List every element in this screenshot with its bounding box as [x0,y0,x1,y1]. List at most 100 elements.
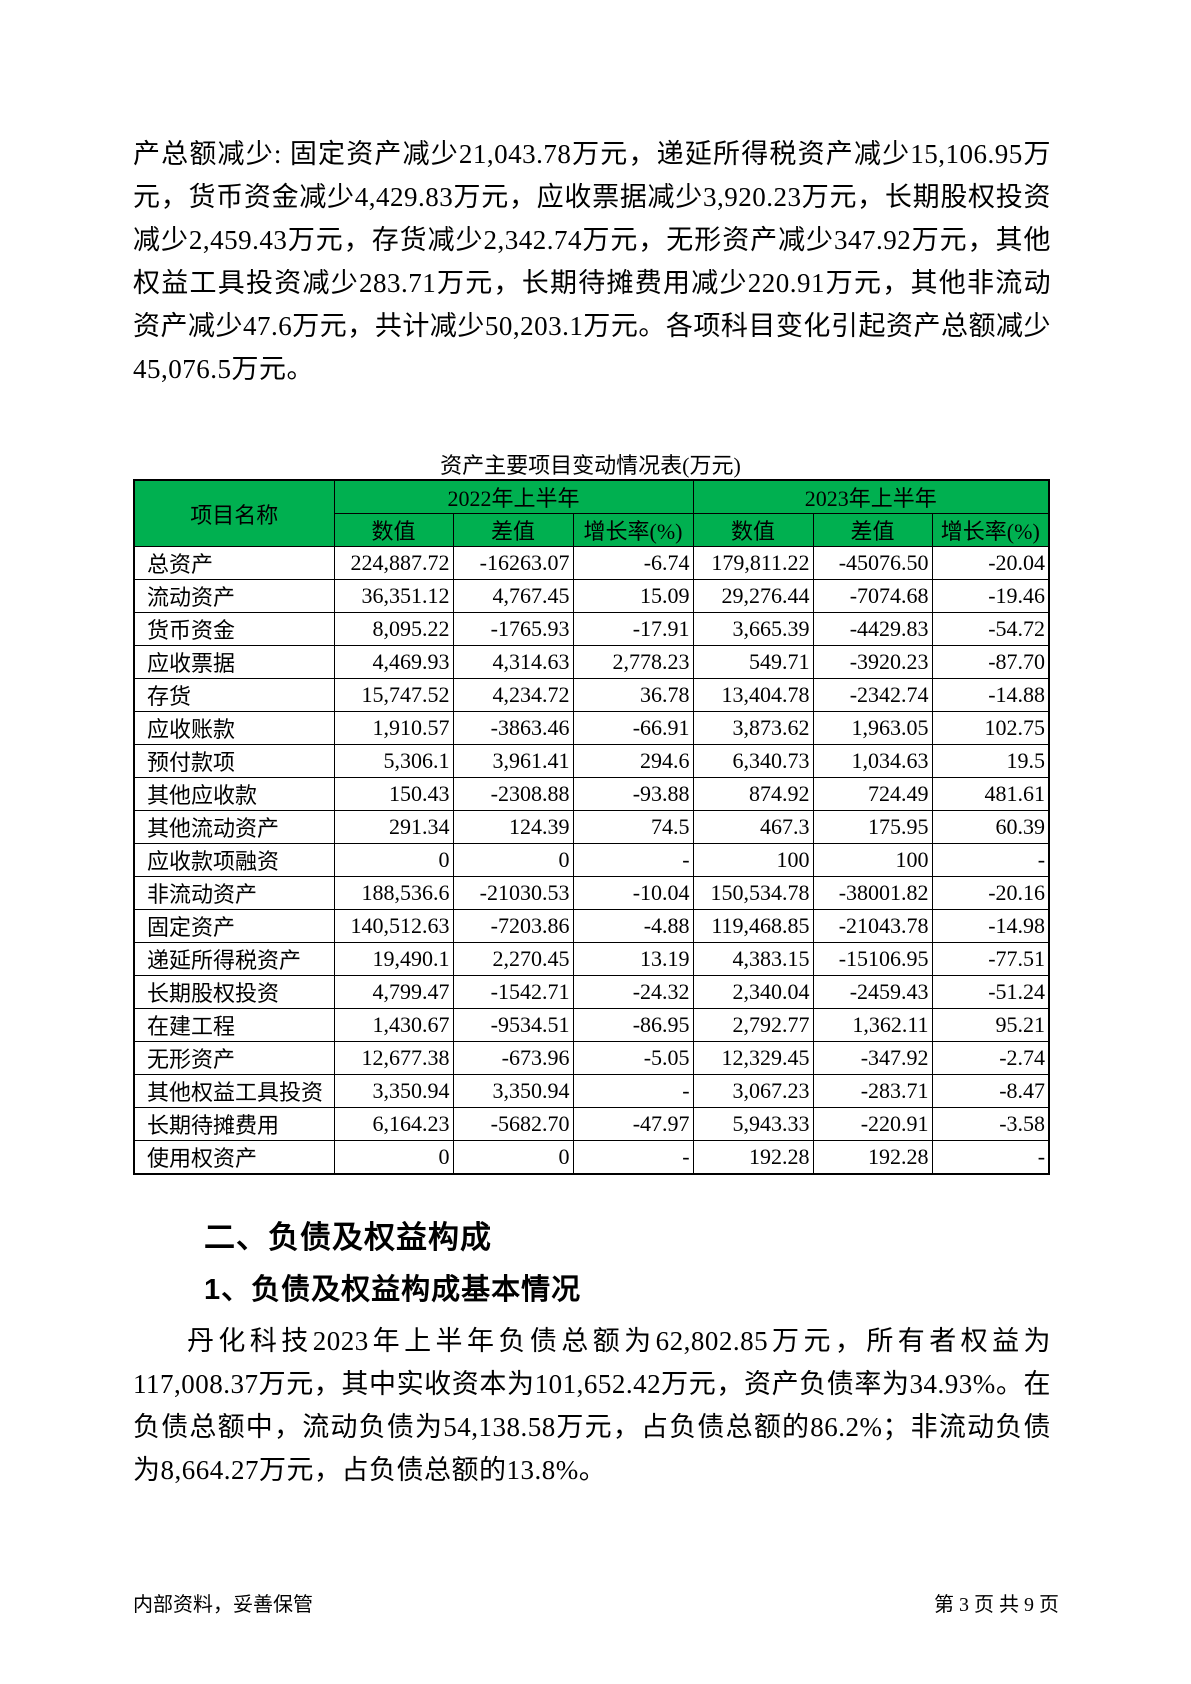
value-cell: 5,943.33 [692,1107,814,1141]
value-cell: -86.95 [572,1008,694,1042]
table-row: 应收账款 1,910.57 -3863.46 -66.91 3,873.62 1,963.… [133,711,1050,745]
value-cell: 102.75 [931,711,1050,745]
value-cell: -7074.68 [812,579,933,613]
value-cell: 224,887.72 [333,546,454,580]
value-cell: 13,404.78 [692,678,814,712]
item-name-cell: 预付款项 [133,744,335,778]
paragraph-asset-changes: 产总额减少: 固定资产减少21,043.78万元，递延所得税资产减少15,106… [133,139,1051,384]
col-header-growth-2023: 增长率(%) [931,513,1050,547]
value-cell: 0 [452,843,574,877]
value-cell: 192.28 [812,1140,933,1175]
value-cell: -15106.95 [812,942,933,976]
value-cell: - [572,1074,694,1108]
value-cell: -220.91 [812,1107,933,1141]
value-cell: -87.70 [931,645,1050,679]
value-cell: 13.19 [572,942,694,976]
col-header-item-name: 项目名称 [133,479,335,547]
table-row: 其他流动资产 291.34 124.39 74.5 467.3 175.95 60.39 [133,810,1050,844]
footer-page-number: 第 3 页 共 9 页 [934,1594,1059,1616]
value-cell: 549.71 [692,645,814,679]
value-cell: 294.6 [572,744,694,778]
value-cell: -3920.23 [812,645,933,679]
table-title: 资产主要项目变动情况表(万元) [440,453,741,478]
value-cell: -673.96 [452,1041,574,1075]
value-cell: -21043.78 [812,909,933,943]
value-cell: 29,276.44 [692,579,814,613]
col-header-value-2022: 数值 [333,513,454,547]
value-cell: 119,468.85 [692,909,814,943]
value-cell: -16263.07 [452,546,574,580]
value-cell: 724.49 [812,777,933,811]
value-cell: 192.28 [692,1140,814,1175]
value-cell: -20.04 [931,546,1050,580]
item-name-cell: 非流动资产 [133,876,335,910]
value-cell: 179,811.22 [692,546,814,580]
item-name-cell: 存货 [133,678,335,712]
item-name-cell: 无形资产 [133,1041,335,1075]
col-header-growth-2022: 增长率(%) [572,513,694,547]
table-row: 存货 15,747.52 4,234.72 36.78 13,404.78 -2342.7… [133,678,1050,712]
paragraph-liabilities-equity: 丹化科技2023年上半年负债总额为62,802.85万元，所有者权益为117,0… [133,1326,1051,1485]
value-cell: 150,534.78 [692,876,814,910]
value-cell: -5.05 [572,1041,694,1075]
item-name-cell: 总资产 [133,546,335,580]
value-cell: -3.58 [931,1107,1050,1141]
value-cell: 15,747.52 [333,678,454,712]
value-cell: -8.47 [931,1074,1050,1108]
value-cell: 6,164.23 [333,1107,454,1141]
table-row: 长期股权投资 4,799.47 -1542.71 -24.32 2,340.04 -245… [133,975,1050,1009]
value-cell: 1,362.11 [812,1008,933,1042]
subsection-heading-liabilities-basic: 1、负债及权益构成基本情况 [204,1274,582,1306]
table-header-row-sub: 数值 差值 增长率(%) 数值 差值 增长率(%) [134,513,1050,547]
value-cell: 12,329.45 [692,1041,814,1075]
table-row: 非流动资产 188,536.6 -21030.53 -10.04 150,534.78-… [133,876,1050,910]
value-cell: 2,792.77 [692,1008,814,1042]
item-name-cell: 使用权资产 [133,1140,335,1175]
value-cell: 467.3 [692,810,814,844]
value-cell: 4,799.47 [333,975,454,1009]
footer-confidential-note: 内部资料，妥善保管 [133,1594,313,1616]
value-cell: 874.92 [692,777,814,811]
item-name-cell: 应收账款 [133,711,335,745]
table-row: 其他应收款 150.43 -2308.88 -93.88 874.92 724.49 481… [133,777,1050,811]
value-cell: 19,490.1 [333,942,454,976]
value-cell: -19.46 [931,579,1050,613]
value-cell: 4,383.15 [692,942,814,976]
table-header: 项目名称 2022年上半年 2023年上半年 数值 差值 增长率(%) 数值 差… [133,479,1050,547]
value-cell: -47.97 [572,1107,694,1141]
value-cell: -14.98 [931,909,1050,943]
table-row: 在建工程 1,430.67 -9534.51 -86.95 2,792.77 1,362.… [133,1008,1050,1042]
value-cell: 4,234.72 [452,678,574,712]
value-cell: 15.09 [572,579,694,613]
table-row: 递延所得税资产 19,490.1 2,270.45 13.19 4,383.15 -151… [133,942,1050,976]
value-cell: -6.74 [572,546,694,580]
value-cell: 19.5 [931,744,1050,778]
col-header-value-2023: 数值 [692,513,814,547]
value-cell: 1,910.57 [333,711,454,745]
value-cell: -24.32 [572,975,694,1009]
value-cell: 0 [452,1140,574,1175]
value-cell: -45076.50 [812,546,933,580]
value-cell: -1542.71 [452,975,574,1009]
value-cell: 3,961.41 [452,744,574,778]
value-cell: 2,340.04 [692,975,814,1009]
value-cell: 6,340.73 [692,744,814,778]
value-cell: 100 [812,843,933,877]
value-cell: -3863.46 [452,711,574,745]
table-row: 应收票据 4,469.93 4,314.63 2,778.23 549.71 -3920.… [133,645,1050,679]
value-cell: -7203.86 [452,909,574,943]
item-name-cell: 其他权益工具投资 [133,1074,335,1108]
value-cell: 4,469.93 [333,645,454,679]
value-cell: 1,963.05 [812,711,933,745]
table-row: 货币资金 8,095.22 -1765.93 -17.91 3,665.39 -4429.… [133,612,1050,646]
item-name-cell: 在建工程 [133,1008,335,1042]
value-cell: -5682.70 [452,1107,574,1141]
value-cell: 36,351.12 [333,579,454,613]
item-name-cell: 其他应收款 [133,777,335,811]
value-cell: 100 [692,843,814,877]
value-cell: 5,306.1 [333,744,454,778]
item-name-cell: 应收款项融资 [133,843,335,877]
col-header-diff-2022: 差值 [452,513,574,547]
value-cell: 140,512.63 [333,909,454,943]
